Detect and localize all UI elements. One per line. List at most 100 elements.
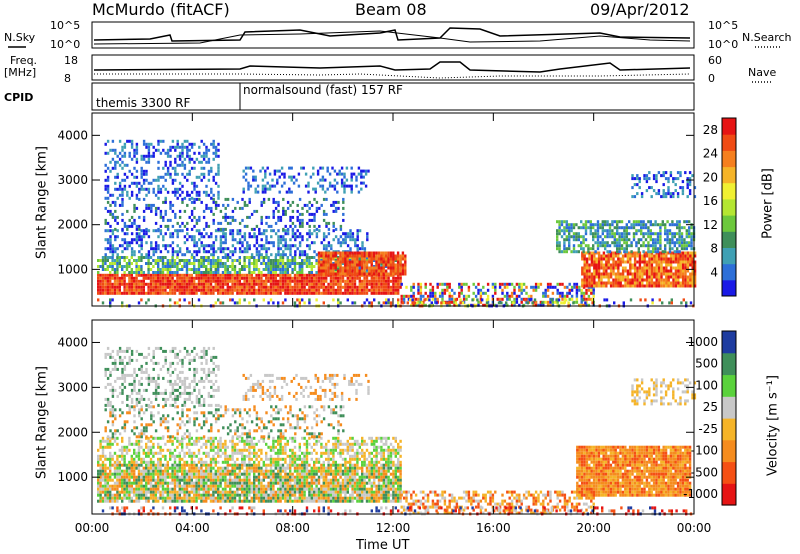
power-data-cell — [190, 253, 194, 257]
power-data-cell — [212, 175, 215, 179]
power-data-cell — [671, 232, 674, 236]
power-data-cell — [135, 184, 139, 188]
power-data-cell — [655, 266, 658, 270]
power-data-cell — [530, 285, 533, 289]
power-data-cell — [114, 148, 117, 152]
power-data-cell — [197, 279, 201, 283]
power-data-cell — [298, 268, 301, 271]
power-data-cell — [633, 272, 637, 276]
velocity-data-cell — [190, 469, 193, 473]
power-data-cell — [231, 288, 234, 292]
power-data-cell — [221, 279, 225, 283]
power-data-cell — [595, 266, 598, 270]
power-data-cell — [193, 166, 196, 170]
power-data-cell — [301, 271, 304, 274]
velocity-data-cell — [200, 481, 203, 485]
power-data-cell — [188, 157, 191, 161]
power-data-cell — [310, 256, 313, 259]
power-data-cell — [306, 238, 309, 242]
power-data-cell — [183, 175, 187, 179]
power-data-cell — [370, 291, 373, 295]
power-data-cell — [200, 244, 203, 248]
power-data-cell — [672, 278, 675, 282]
power-data-cell — [339, 301, 342, 305]
power-data-cell — [286, 291, 289, 295]
power-data-cell — [595, 257, 598, 261]
power-data-cell — [594, 232, 597, 236]
power-data-cell — [633, 254, 637, 258]
power-data-cell — [190, 235, 194, 239]
power-data-cell — [588, 254, 591, 258]
velocity-data-cell — [140, 493, 143, 497]
power-data-cell — [161, 268, 165, 271]
power-data-cell — [532, 285, 535, 289]
power-data-cell — [267, 276, 270, 280]
power-data-cell — [417, 285, 420, 289]
power-data-cell — [190, 276, 193, 280]
power-data-cell — [633, 260, 637, 264]
power-data-cell — [214, 203, 218, 207]
power-data-cell — [190, 288, 193, 292]
power-data-cell — [693, 266, 697, 270]
power-data-cell — [280, 184, 284, 188]
velocity-data-cell — [173, 484, 177, 488]
power-data-cell — [298, 221, 302, 225]
power-data-cell — [126, 175, 129, 179]
power-data-cell — [286, 279, 289, 283]
power-data-cell — [446, 288, 449, 292]
power-data-cell — [363, 251, 366, 255]
power-data-cell — [205, 285, 208, 289]
power-data-cell — [224, 247, 227, 251]
velocity-data-cell — [147, 466, 150, 470]
power-data-cell — [348, 263, 352, 267]
power-data-cell — [674, 257, 678, 261]
power-data-cell — [202, 142, 206, 146]
power-data-cell — [114, 166, 117, 170]
power-data-cell — [320, 279, 323, 283]
power-data-cell — [253, 279, 256, 283]
power-data-cell — [336, 251, 340, 255]
velocity-data-cell — [147, 472, 150, 476]
power-data-cell — [200, 265, 203, 268]
power-data-cell — [272, 285, 275, 289]
power-data-cell — [111, 250, 115, 254]
power-data-cell — [660, 272, 663, 276]
power-data-cell — [673, 250, 676, 254]
power-data-cell — [324, 190, 327, 194]
power-data-cell — [173, 301, 177, 305]
power-data-cell — [680, 238, 684, 242]
velocity-data-cell — [130, 496, 133, 500]
power-data-cell — [542, 291, 545, 295]
power-data-cell — [274, 288, 277, 292]
power-data-cell — [166, 271, 169, 274]
power-data-cell — [329, 272, 333, 276]
power-data-cell — [635, 220, 638, 224]
power-data-cell — [397, 288, 400, 292]
velocity-data-cell — [188, 472, 191, 476]
power-data-cell — [657, 263, 661, 267]
power-data-cell — [625, 247, 628, 251]
velocity-data-cell — [130, 469, 133, 473]
power-data-cell — [620, 244, 624, 248]
velocity-data-cell — [193, 490, 196, 494]
power-data-cell — [281, 288, 285, 292]
power-data-cell — [161, 291, 165, 295]
power-data-cell — [111, 229, 115, 233]
power-data-cell — [471, 298, 474, 302]
power-data-cell — [291, 215, 295, 219]
velocity-data-cell — [171, 466, 174, 470]
power-data-cell — [238, 221, 242, 225]
velocity-data-cell — [164, 487, 167, 491]
power-data-cell — [315, 200, 319, 204]
power-data-cell — [245, 282, 249, 286]
power-data-cell — [140, 291, 143, 295]
power-data-cell — [274, 200, 278, 204]
power-data-cell — [226, 273, 229, 277]
power-data-cell — [639, 298, 642, 302]
velocity-data-cell — [113, 472, 117, 476]
power-data-cell — [277, 244, 280, 248]
power-data-cell — [652, 223, 655, 227]
power-data-cell — [152, 151, 155, 155]
power-data-cell — [226, 285, 229, 289]
power-data-cell — [377, 272, 381, 276]
